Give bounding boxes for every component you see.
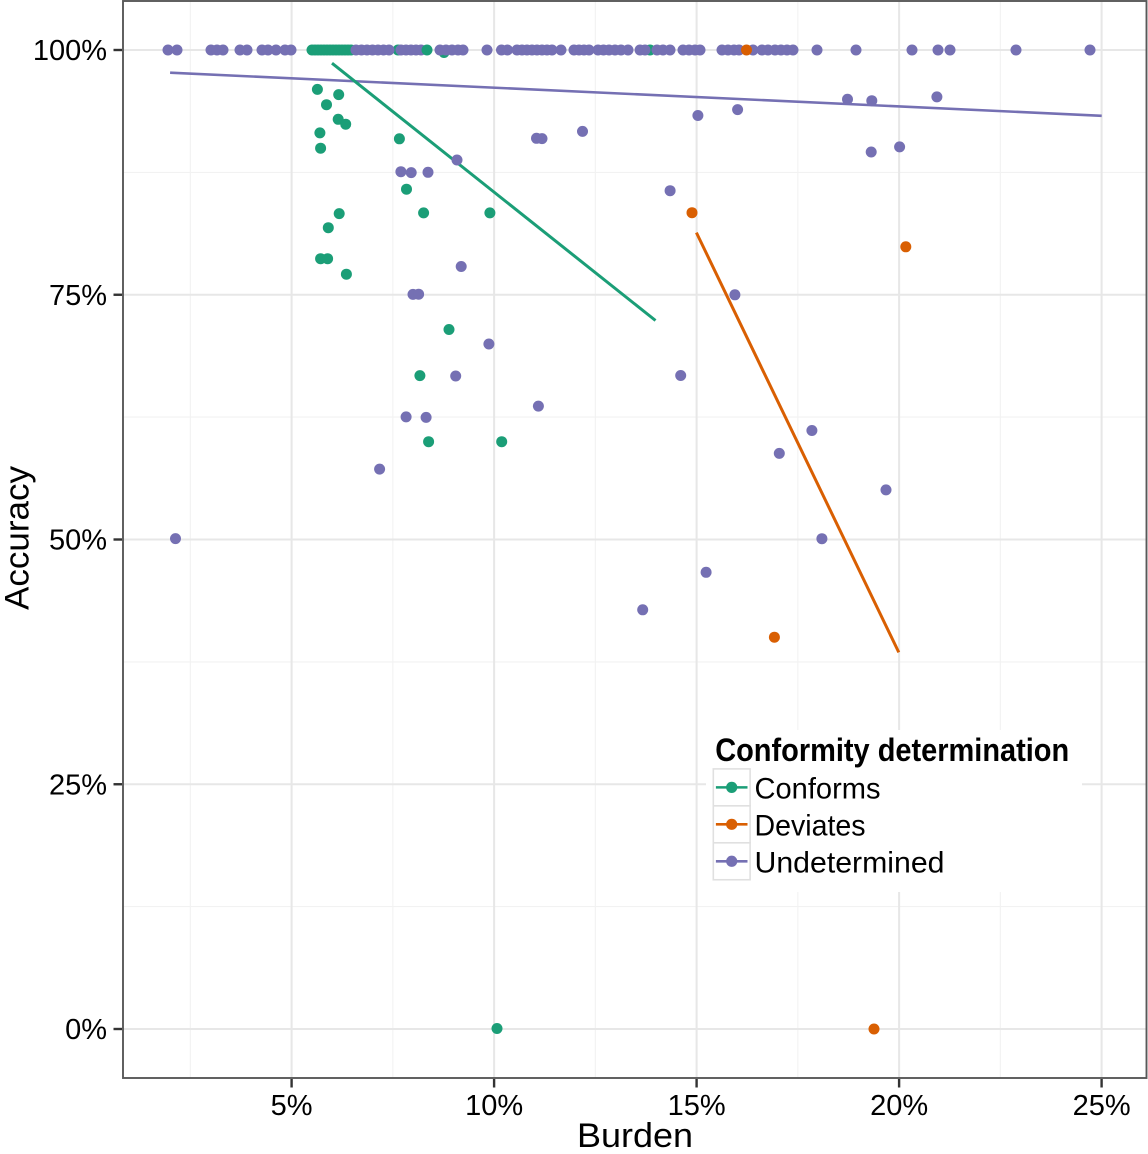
svg-text:100%: 100% <box>33 35 107 67</box>
svg-text:Undetermined: Undetermined <box>755 847 945 880</box>
svg-text:75%: 75% <box>49 280 107 312</box>
svg-text:10%: 10% <box>465 1090 523 1122</box>
svg-text:15%: 15% <box>668 1090 726 1122</box>
svg-text:25%: 25% <box>1073 1090 1131 1122</box>
svg-text:Burden: Burden <box>577 1117 693 1149</box>
svg-text:5%: 5% <box>271 1090 313 1122</box>
svg-text:25%: 25% <box>49 769 107 801</box>
svg-text:0%: 0% <box>65 1014 107 1046</box>
svg-text:Accuracy: Accuracy <box>0 466 37 610</box>
svg-text:50%: 50% <box>49 525 107 557</box>
svg-text:20%: 20% <box>870 1090 928 1122</box>
svg-text:Conformity determination: Conformity determination <box>715 732 1069 768</box>
svg-text:Deviates: Deviates <box>755 810 866 843</box>
svg-text:Conforms: Conforms <box>755 773 881 806</box>
